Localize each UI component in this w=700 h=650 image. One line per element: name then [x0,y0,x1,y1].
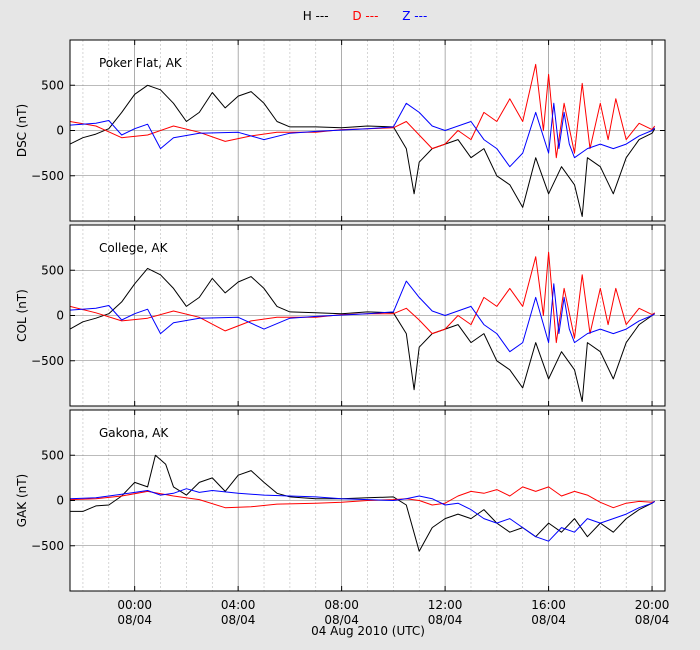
series-h-line [69,84,656,217]
legend-h: H --- [302,9,329,23]
series-z-line [69,488,655,542]
x-tick-label-date: 08/04 [428,613,463,627]
panel-2: 500 0 −500 College, AK COL (nT) [15,224,666,407]
y-tick-label: 500 [41,448,64,462]
series-d-line [69,486,655,509]
x-tick-label-date: 08/04 [221,613,256,627]
station-label: College, AK [99,241,169,255]
legend-d: D --- [352,9,379,23]
x-tick-label-time: 12:00 [428,598,463,612]
y-axis-label: GAK (nT) [15,474,29,528]
y-tick-label: 0 [56,494,64,508]
x-axis-label: 04 Aug 2010 (UTC) [311,624,425,638]
x-tick-label-date: 08/04 [324,613,359,627]
x-tick-label-time: 08:00 [324,598,359,612]
x-tick-label-date: 08/04 [117,613,152,627]
x-tick-label-date: 08/04 [635,613,670,627]
y-tick-label: 500 [41,263,64,277]
x-tick-label-time: 04:00 [221,598,256,612]
y-tick-label: −500 [31,169,64,183]
x-tick-label-date: 08/04 [531,613,566,627]
y-axis-label: COL (nT) [15,289,29,342]
panels: 500 0 −500 Poker Flat, AK DSC (nT) 500 0 −500 Co… [15,39,670,627]
legend-z: Z --- [402,9,428,23]
y-tick-label: −500 [31,539,64,553]
y-axis-label: DSC (nT) [15,104,29,157]
station-label: Gakona, AK [99,426,169,440]
station-label: Poker Flat, AK [99,56,183,70]
series-z-line [69,280,655,353]
legend: H --- D --- Z --- [0,9,700,23]
y-tick-label: 500 [41,78,64,92]
y-tick-label: 0 [56,309,64,323]
y-tick-label: 0 [56,124,64,138]
x-tick-label-time: 00:00 [117,598,152,612]
series-h-line [70,454,655,552]
panel-1: 500 0 −500 Poker Flat, AK DSC (nT) [15,39,666,222]
series-d-line [69,251,655,344]
x-tick-label-time: 20:00 [635,598,670,612]
series-d-line [69,63,656,159]
x-tick-label-time: 16:00 [531,598,566,612]
series-h-line [69,267,655,402]
series-z-line [69,102,656,168]
y-tick-label: −500 [31,354,64,368]
